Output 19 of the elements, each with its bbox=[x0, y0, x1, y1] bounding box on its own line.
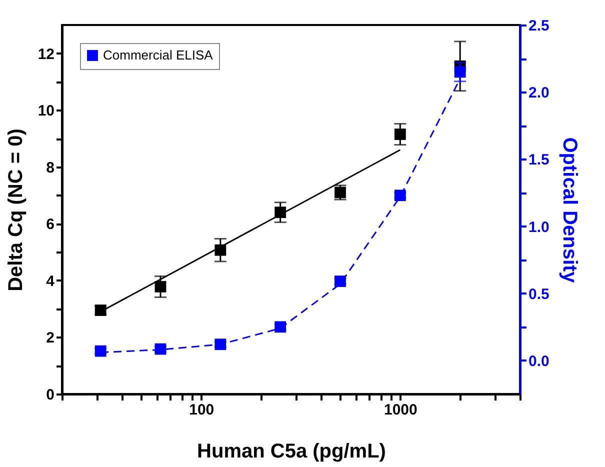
y2-tick-label: 1.5 bbox=[528, 152, 550, 169]
y-tick-label: 0 bbox=[46, 386, 54, 404]
y-axis-title: Delta Cq (NC = 0) bbox=[4, 128, 27, 292]
y2-axis-title: Optical Density bbox=[558, 137, 580, 284]
y-tick-label: 12 bbox=[38, 46, 54, 63]
y-tick-label: 4 bbox=[46, 272, 56, 290]
y-tick-label: 8 bbox=[46, 159, 54, 176]
y2-tick-label: 1.0 bbox=[528, 218, 550, 236]
y2-tick-label: 2.5 bbox=[528, 18, 550, 34]
y2-tick-label: 0.0 bbox=[528, 352, 550, 370]
x-axis-title: Human C5a (pg/mL) bbox=[197, 440, 386, 462]
y2-tick-label: 0.5 bbox=[528, 286, 550, 303]
y-tick-label: 10 bbox=[38, 102, 54, 120]
x-tick-label: 100 bbox=[189, 402, 214, 418]
y-tick-label: 6 bbox=[46, 216, 54, 234]
y2-tick-label: 2.0 bbox=[528, 84, 550, 102]
x-tick-label: 1000 bbox=[384, 402, 418, 418]
y-tick-label: 2 bbox=[46, 330, 54, 347]
legend-label: Commercial ELISA bbox=[103, 48, 214, 62]
